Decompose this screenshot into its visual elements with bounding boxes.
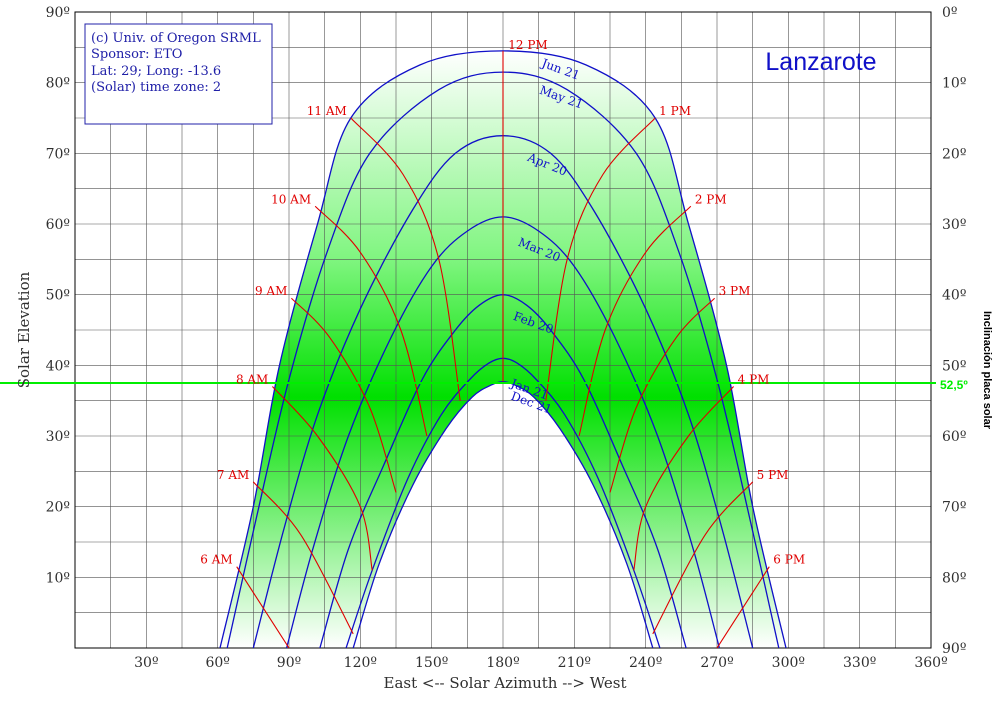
x-tick-label: 270º: [700, 655, 733, 671]
hour-label: 10 AM: [271, 192, 311, 206]
y2-tick-label: 60º: [942, 429, 966, 445]
y-tick-label: 10º: [46, 570, 70, 586]
hour-line: [236, 566, 290, 648]
hour-line: [314, 205, 428, 437]
chart-title: Lanzarote: [765, 48, 876, 76]
info-box: [84, 23, 273, 125]
info-line: (Solar) time zone: 2: [91, 80, 221, 95]
x-tick-label: 240º: [629, 655, 662, 671]
info-line: Sponsor: ETO: [91, 47, 182, 62]
hour-label: 12 PM: [508, 38, 547, 52]
hour-label: 3 PM: [719, 284, 751, 298]
x-tick-label: 300º: [772, 655, 805, 671]
x-tick-label: 360º: [914, 655, 947, 671]
hour-label: 6 PM: [773, 553, 805, 567]
y2-tick-label: 30º: [942, 217, 966, 233]
y-tick-label: 20º: [46, 500, 70, 516]
hour-label: 2 PM: [695, 192, 727, 206]
y-tick-label: 40º: [46, 358, 70, 374]
y2-tick-label: 70º: [942, 500, 966, 516]
x-tick-label: 330º: [843, 655, 876, 671]
hour-line: [545, 117, 656, 401]
x-tick-label: 60º: [205, 655, 229, 671]
hour-line: [291, 297, 397, 493]
y2-tick-label: 80º: [942, 570, 966, 586]
hour-label: 8 AM: [236, 373, 268, 387]
hour-line: [271, 386, 373, 571]
plot-frame: [74, 11, 932, 649]
hour-label: 1 PM: [659, 104, 691, 118]
hour-label: 9 AM: [255, 284, 287, 298]
panel-line-label: 52,5º: [940, 378, 968, 392]
hour-line: [716, 566, 770, 648]
x-tick-label: 120º: [344, 655, 377, 671]
y2-tick-label: 50º: [942, 358, 966, 374]
x-tick-label: 210º: [558, 655, 591, 671]
y-tick-label: 50º: [46, 288, 70, 304]
y2-tick-label: 10º: [942, 76, 966, 92]
y-tick-label: 90º: [46, 5, 70, 21]
x-axis-label: East <-- Solar Azimuth --> West: [384, 674, 627, 692]
hour-line: [633, 386, 735, 571]
y-tick-label: 70º: [46, 146, 70, 162]
y2-tick-label: 90º: [942, 641, 966, 657]
y-tick-label: 60º: [46, 217, 70, 233]
hour-label: 11 AM: [307, 104, 347, 118]
hour-label: 6 AM: [200, 553, 232, 567]
info-line: (c) Univ. of Oregon SRML: [91, 31, 261, 46]
hour-label: 7 AM: [217, 468, 249, 482]
x-tick-label: 150º: [415, 655, 448, 671]
hour-label: 4 PM: [738, 373, 770, 387]
hour-label: 5 PM: [757, 468, 789, 482]
x-tick-label: 30º: [134, 655, 158, 671]
y2-axis-label: Inclinación placa solar: [981, 311, 993, 430]
y-axis-label: Solar Elevation: [15, 271, 33, 388]
hour-line: [252, 481, 354, 635]
hour-line: [609, 297, 715, 493]
x-tick-label: 180º: [486, 655, 519, 671]
info-line: Lat: 29; Long: -13.6: [91, 64, 221, 79]
y2-tick-label: 20º: [942, 146, 966, 162]
y2-tick-label: 0º: [942, 5, 958, 21]
y2-tick-label: 40º: [942, 288, 966, 304]
y-tick-label: 30º: [46, 429, 70, 445]
hour-line: [350, 117, 461, 401]
hour-line: [652, 481, 754, 635]
x-tick-label: 90º: [277, 655, 301, 671]
hour-line: [578, 205, 692, 437]
y-tick-label: 80º: [46, 76, 70, 92]
